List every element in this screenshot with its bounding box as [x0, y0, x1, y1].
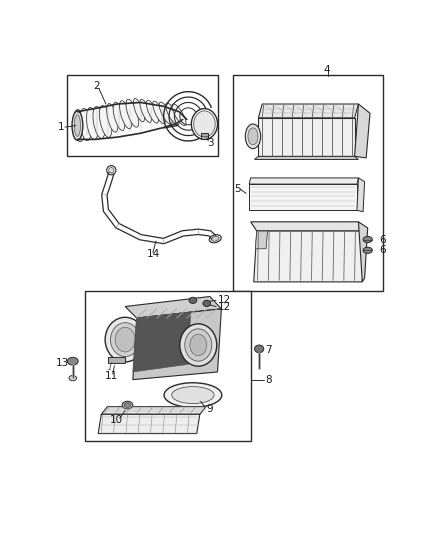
Ellipse shape — [80, 108, 91, 141]
Polygon shape — [125, 296, 221, 318]
Ellipse shape — [115, 327, 135, 352]
Ellipse shape — [140, 99, 152, 123]
Text: 14: 14 — [147, 249, 160, 259]
Ellipse shape — [153, 101, 165, 124]
Text: 1: 1 — [57, 122, 64, 132]
Ellipse shape — [194, 111, 215, 137]
Text: 9: 9 — [206, 404, 212, 414]
Ellipse shape — [212, 236, 219, 241]
Text: 7: 7 — [265, 345, 272, 356]
Text: 4: 4 — [324, 65, 330, 75]
Ellipse shape — [126, 99, 139, 127]
Ellipse shape — [99, 106, 112, 138]
Bar — [201, 133, 208, 139]
Ellipse shape — [159, 102, 172, 124]
Text: 13: 13 — [56, 358, 69, 368]
Ellipse shape — [93, 107, 105, 139]
Ellipse shape — [363, 247, 372, 253]
Ellipse shape — [74, 115, 81, 136]
Ellipse shape — [69, 375, 77, 381]
Ellipse shape — [107, 103, 118, 132]
Bar — [67, 75, 218, 156]
Text: 8: 8 — [265, 375, 272, 385]
Ellipse shape — [74, 109, 85, 142]
Ellipse shape — [72, 111, 83, 140]
Ellipse shape — [180, 324, 217, 366]
Ellipse shape — [209, 235, 221, 243]
Ellipse shape — [164, 383, 222, 407]
Polygon shape — [98, 414, 200, 433]
Ellipse shape — [166, 103, 179, 125]
Text: 6: 6 — [379, 245, 386, 255]
Ellipse shape — [124, 403, 131, 407]
Text: 11: 11 — [104, 371, 118, 381]
Polygon shape — [258, 104, 358, 118]
Ellipse shape — [109, 167, 114, 173]
Ellipse shape — [107, 166, 116, 175]
Text: 6: 6 — [379, 235, 386, 245]
Polygon shape — [355, 104, 370, 158]
Ellipse shape — [120, 101, 132, 129]
Ellipse shape — [190, 334, 207, 356]
Text: 10: 10 — [110, 415, 123, 425]
Text: 5: 5 — [234, 184, 241, 195]
Ellipse shape — [254, 345, 264, 353]
Ellipse shape — [113, 102, 125, 131]
Polygon shape — [357, 178, 364, 212]
Polygon shape — [251, 222, 364, 231]
Text: 3: 3 — [207, 138, 213, 148]
Bar — [233, 75, 383, 291]
Polygon shape — [101, 407, 206, 414]
Polygon shape — [249, 184, 357, 210]
Ellipse shape — [86, 108, 98, 140]
Bar — [85, 291, 251, 441]
Ellipse shape — [67, 357, 78, 365]
Polygon shape — [254, 156, 358, 159]
Ellipse shape — [248, 128, 258, 145]
Ellipse shape — [189, 297, 197, 303]
Polygon shape — [133, 309, 221, 379]
Ellipse shape — [110, 322, 140, 357]
Polygon shape — [358, 222, 367, 282]
Polygon shape — [255, 231, 268, 249]
Text: 2: 2 — [93, 80, 99, 91]
Ellipse shape — [185, 329, 212, 361]
Ellipse shape — [134, 99, 145, 122]
Bar — [108, 357, 125, 363]
Ellipse shape — [146, 100, 159, 123]
Polygon shape — [133, 312, 191, 372]
Text: 12: 12 — [218, 302, 231, 311]
Text: 12: 12 — [218, 295, 231, 305]
Polygon shape — [258, 118, 355, 156]
Ellipse shape — [203, 301, 211, 306]
Ellipse shape — [172, 104, 186, 126]
Ellipse shape — [191, 109, 218, 140]
Ellipse shape — [122, 401, 133, 409]
Ellipse shape — [172, 386, 214, 403]
Ellipse shape — [363, 237, 372, 243]
Ellipse shape — [245, 124, 261, 149]
Polygon shape — [249, 178, 358, 184]
Ellipse shape — [105, 317, 145, 362]
Polygon shape — [254, 231, 364, 282]
